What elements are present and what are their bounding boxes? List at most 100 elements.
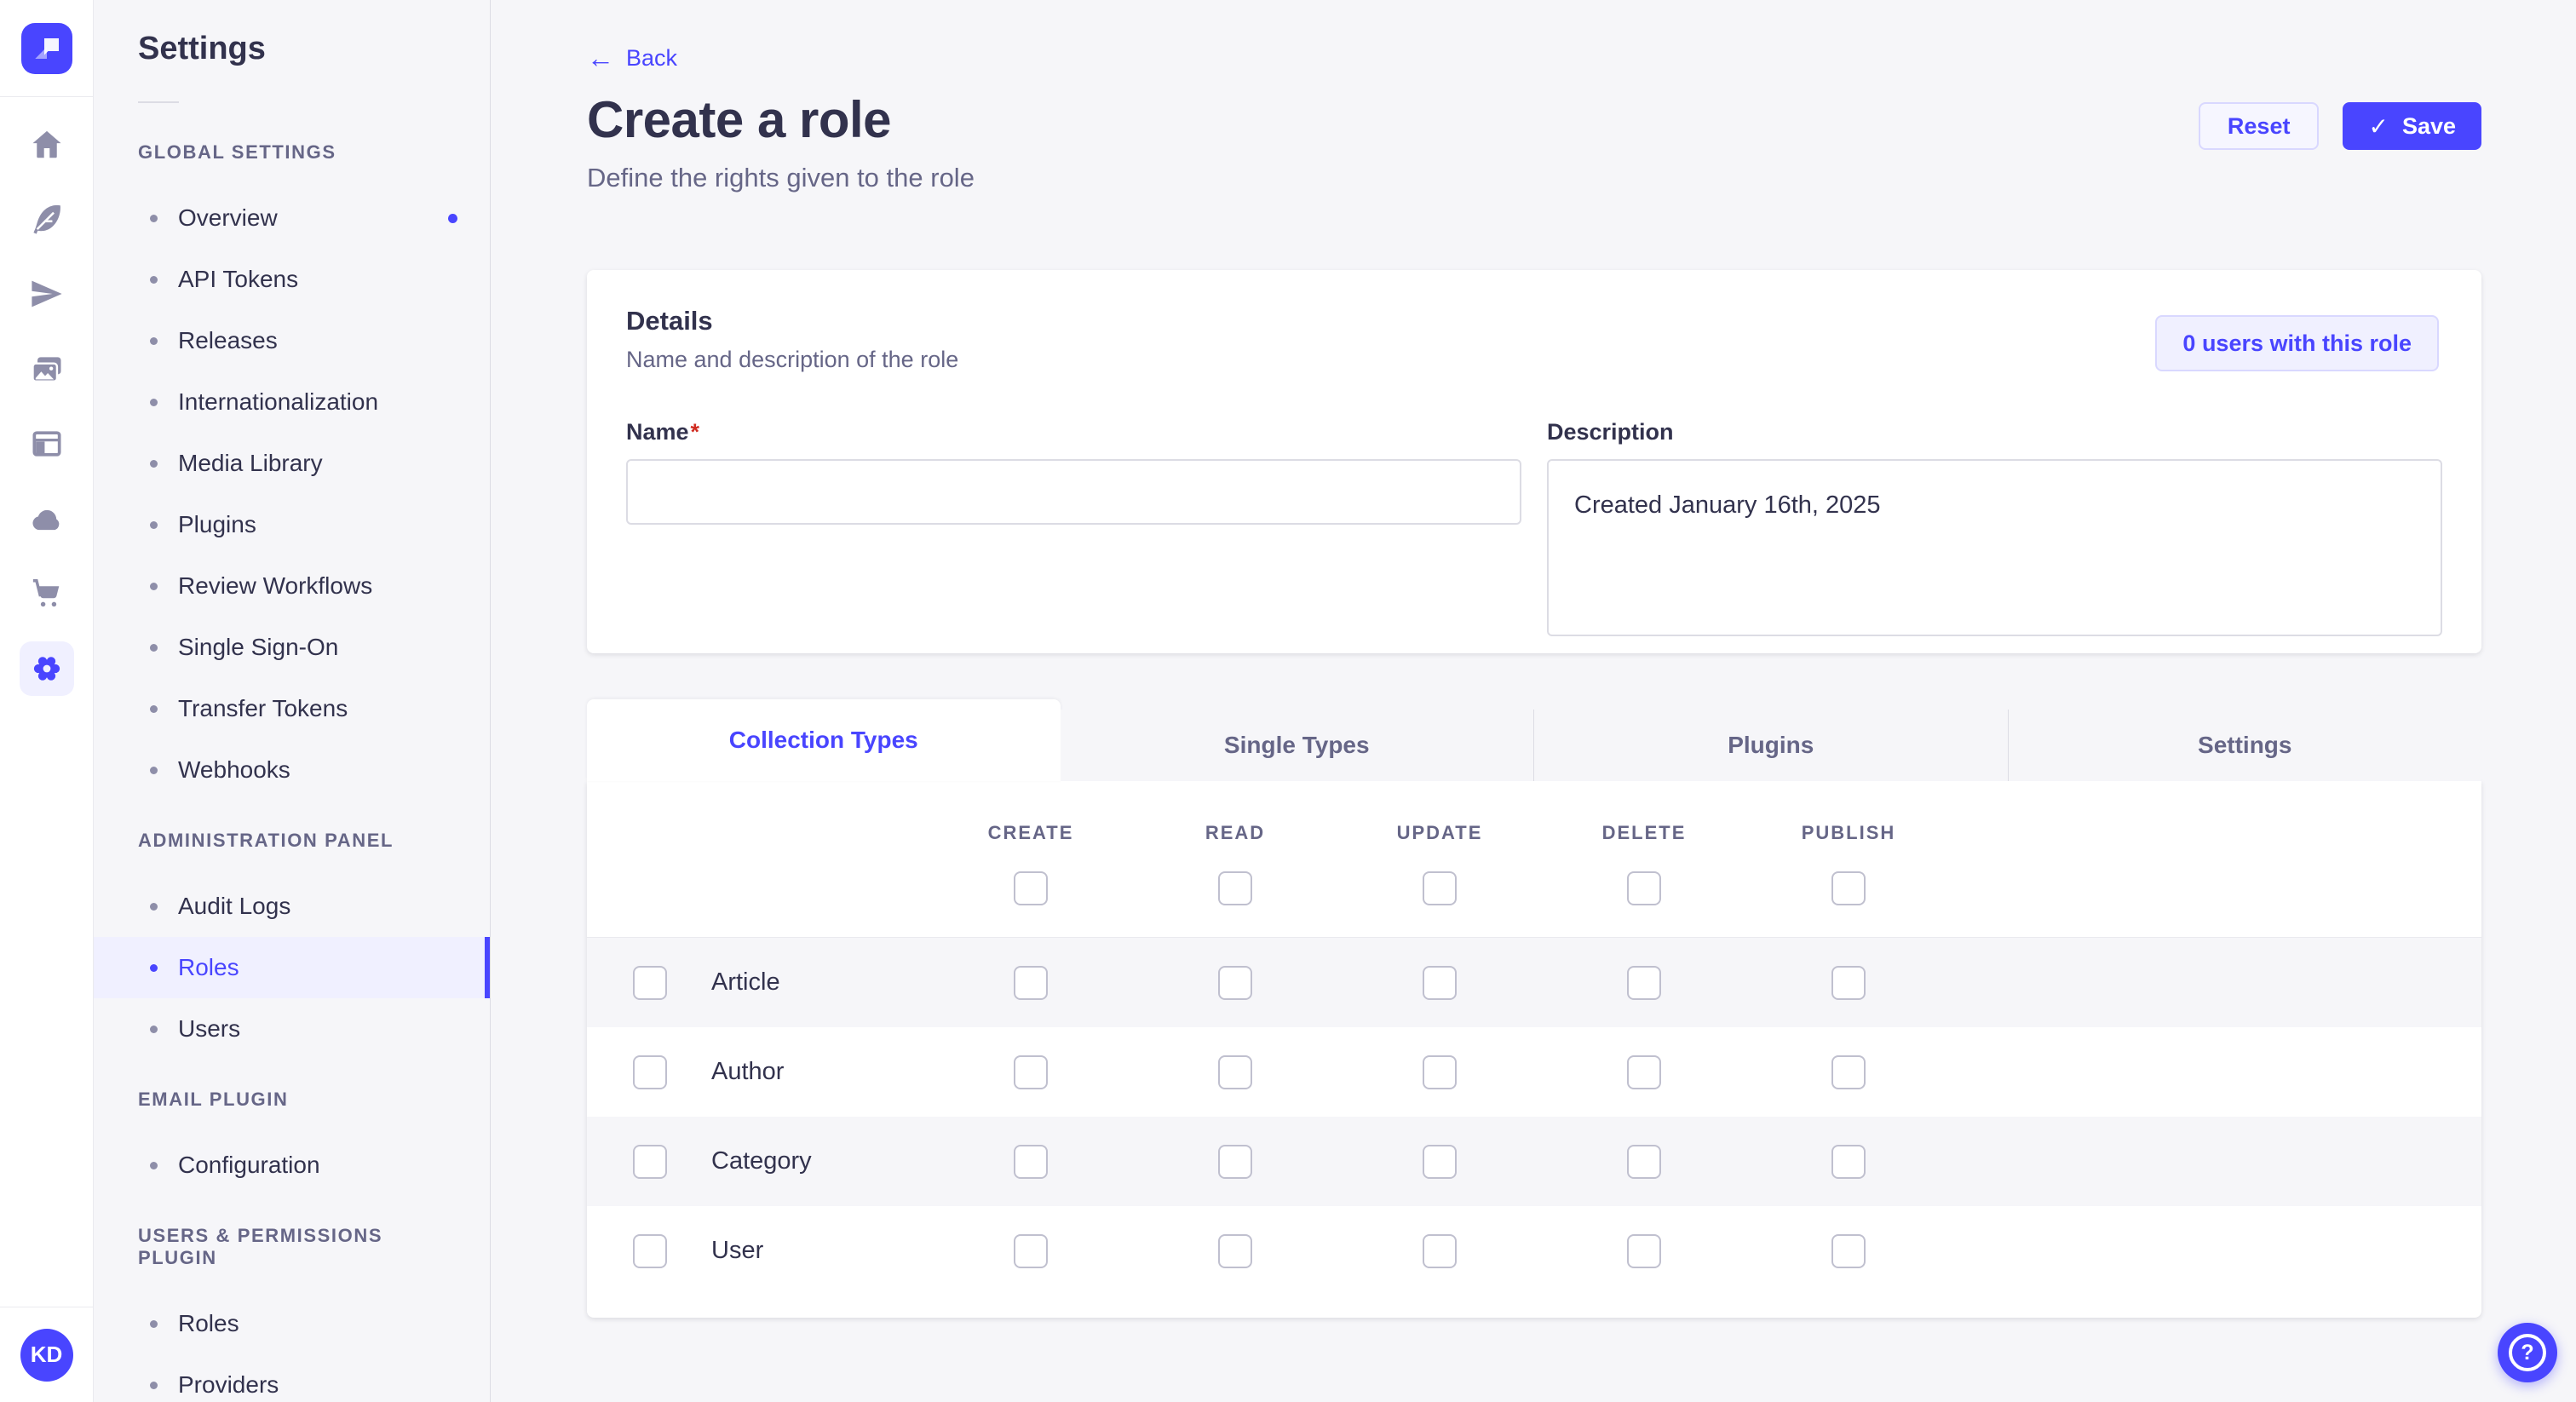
layout-icon	[32, 431, 61, 457]
nav-cloud-button[interactable]	[26, 499, 67, 540]
sidebar-item-plugins[interactable]: Plugins	[94, 494, 490, 555]
author-update-checkbox[interactable]	[1423, 1054, 1457, 1089]
bullet-icon	[150, 336, 158, 345]
nav-home-button[interactable]	[26, 124, 67, 165]
nav-feather-button[interactable]	[26, 198, 67, 239]
category-delete-checkbox[interactable]	[1627, 1144, 1661, 1179]
sidebar-section-administration-panel: ADMINISTRATION PANEL	[138, 830, 394, 851]
bullet-icon	[150, 766, 158, 774]
sidebar-item-label: Overview	[178, 204, 278, 231]
bullet-icon	[150, 643, 158, 652]
permission-row-user: User	[587, 1206, 2481, 1296]
user-publish-checkbox[interactable]	[1831, 1233, 1866, 1268]
select-all-delete-checkbox[interactable]	[1627, 871, 1661, 905]
nav-media-library-button[interactable]	[26, 349, 67, 390]
icon-rail: KD	[0, 0, 94, 1402]
cloud-icon	[32, 509, 60, 531]
back-link[interactable]: ← Back	[587, 44, 677, 72]
permission-row-article: Article	[587, 938, 2481, 1027]
sidebar-item-media-library[interactable]: Media Library	[94, 433, 490, 494]
tab-single-types[interactable]: Single Types	[1060, 710, 1533, 781]
details-fields: Name* Description Created January 16th, …	[626, 419, 2442, 641]
sidebar-item-providers[interactable]: Providers	[94, 1354, 490, 1402]
category-create-checkbox[interactable]	[1014, 1144, 1048, 1179]
page-title: Create a role	[587, 91, 892, 148]
user-delete-checkbox[interactable]	[1627, 1233, 1661, 1268]
author-delete-checkbox[interactable]	[1627, 1054, 1661, 1089]
sidebar-item-webhooks[interactable]: Webhooks	[94, 739, 490, 801]
sidebar-item-api-tokens[interactable]: API Tokens	[94, 249, 490, 310]
bullet-icon	[150, 1319, 158, 1328]
bullet-icon	[150, 902, 158, 911]
row-label: Author	[711, 1058, 785, 1085]
avatar[interactable]: KD	[20, 1328, 73, 1382]
category-publish-checkbox[interactable]	[1831, 1144, 1866, 1179]
sidebar-item-label: Single Sign-On	[178, 634, 339, 660]
select-all-update-checkbox[interactable]	[1423, 871, 1457, 905]
sidebar-item-configuration[interactable]: Configuration	[94, 1135, 490, 1196]
tab-collection-types[interactable]: Collection Types	[587, 699, 1061, 781]
tab-plugins[interactable]: Plugins	[1533, 710, 2008, 781]
author-publish-checkbox[interactable]	[1831, 1054, 1866, 1089]
required-asterisk: *	[690, 419, 700, 445]
sidebar-item-audit-logs[interactable]: Audit Logs	[94, 876, 490, 937]
article-delete-checkbox[interactable]	[1627, 965, 1661, 1000]
settings-gear-icon	[33, 657, 60, 681]
name-input[interactable]	[626, 459, 1521, 525]
user-update-checkbox[interactable]	[1423, 1233, 1457, 1268]
bullet-icon	[150, 582, 158, 590]
users-with-role-button[interactable]: 0 users with this role	[2155, 315, 2439, 371]
sidebar-item-roles-admin[interactable]: Roles	[94, 937, 490, 998]
reset-button[interactable]: Reset	[2198, 102, 2320, 150]
description-textarea[interactable]: Created January 16th, 2025	[1547, 459, 2442, 636]
permissions-table-header: CREATE READ UPDATE DELETE PUBLISH	[587, 781, 2481, 938]
author-create-checkbox[interactable]	[1014, 1054, 1048, 1089]
help-button[interactable]: ?	[2498, 1323, 2557, 1382]
sidebar-item-label: API Tokens	[178, 266, 299, 292]
permission-row-author: Author	[587, 1027, 2481, 1117]
author-select-checkbox[interactable]	[633, 1054, 667, 1089]
nav-cart-button[interactable]	[26, 572, 67, 613]
article-publish-checkbox[interactable]	[1831, 965, 1866, 1000]
sidebar-item-roles-up[interactable]: Roles	[94, 1293, 490, 1354]
strapi-logo[interactable]	[20, 22, 72, 74]
name-field-group: Name*	[626, 419, 1521, 641]
article-read-checkbox[interactable]	[1218, 965, 1252, 1000]
nav-settings-button[interactable]	[20, 641, 74, 696]
sidebar-item-internationalization[interactable]: Internationalization	[94, 371, 490, 433]
user-select-checkbox[interactable]	[633, 1233, 667, 1268]
category-read-checkbox[interactable]	[1218, 1144, 1252, 1179]
description-field-group: Description Created January 16th, 2025	[1547, 419, 2442, 641]
sidebar-item-label: Plugins	[178, 511, 256, 537]
sidebar-section-email-plugin: EMAIL PLUGIN	[138, 1089, 289, 1110]
sidebar-item-transfer-tokens[interactable]: Transfer Tokens	[94, 678, 490, 739]
sidebar-item-label: Internationalization	[178, 388, 379, 415]
sidebar-item-single-sign-on[interactable]: Single Sign-On	[94, 617, 490, 678]
user-read-checkbox[interactable]	[1218, 1233, 1252, 1268]
article-create-checkbox[interactable]	[1014, 965, 1048, 1000]
shopping-cart-icon	[32, 578, 60, 607]
nav-paper-plane-button[interactable]	[26, 273, 67, 314]
select-all-create-checkbox[interactable]	[1014, 871, 1048, 905]
article-update-checkbox[interactable]	[1423, 965, 1457, 1000]
author-read-checkbox[interactable]	[1218, 1054, 1252, 1089]
select-all-read-checkbox[interactable]	[1218, 871, 1252, 905]
sidebar-item-label: Providers	[178, 1371, 279, 1398]
column-header-create: CREATE	[987, 822, 1074, 843]
paper-plane-icon	[32, 280, 62, 307]
user-create-checkbox[interactable]	[1014, 1233, 1048, 1268]
article-select-checkbox[interactable]	[633, 965, 667, 1000]
category-select-checkbox[interactable]	[633, 1144, 667, 1179]
save-button[interactable]: ✓ Save	[2343, 102, 2481, 150]
category-update-checkbox[interactable]	[1423, 1144, 1457, 1179]
question-mark-icon: ?	[2509, 1334, 2546, 1371]
tab-settings[interactable]: Settings	[2007, 710, 2481, 781]
sidebar-item-review-workflows[interactable]: Review Workflows	[94, 555, 490, 617]
sidebar-item-overview[interactable]: Overview	[94, 187, 490, 249]
select-all-publish-checkbox[interactable]	[1831, 871, 1866, 905]
nav-layout-button[interactable]	[26, 423, 67, 464]
sidebar-item-users[interactable]: Users	[94, 998, 490, 1060]
sidebar-item-releases[interactable]: Releases	[94, 310, 490, 371]
settings-sidebar: Settings GLOBAL SETTINGS Overview API To…	[94, 0, 491, 1402]
